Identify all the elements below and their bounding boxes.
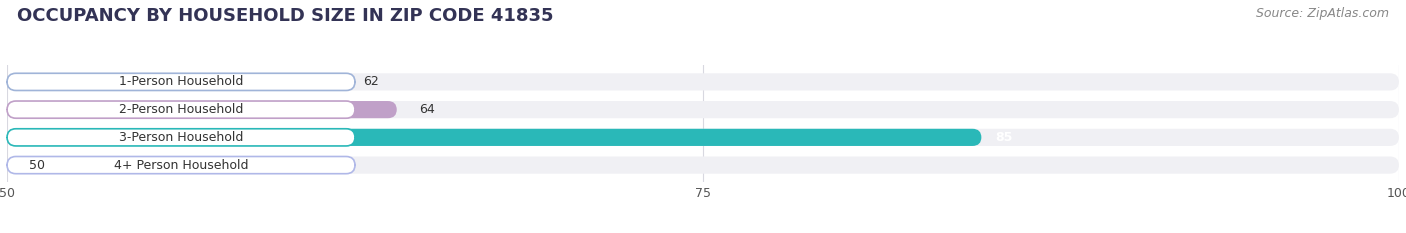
Text: 50: 50 (30, 159, 45, 171)
FancyBboxPatch shape (7, 101, 396, 118)
FancyBboxPatch shape (7, 101, 1399, 118)
FancyBboxPatch shape (7, 129, 356, 146)
FancyBboxPatch shape (7, 73, 1399, 90)
Text: 3-Person Household: 3-Person Household (120, 131, 243, 144)
Text: 62: 62 (363, 75, 380, 88)
Text: OCCUPANCY BY HOUSEHOLD SIZE IN ZIP CODE 41835: OCCUPANCY BY HOUSEHOLD SIZE IN ZIP CODE … (17, 7, 554, 25)
FancyBboxPatch shape (7, 129, 1399, 146)
FancyBboxPatch shape (7, 73, 356, 90)
FancyBboxPatch shape (7, 157, 356, 174)
Text: 1-Person Household: 1-Person Household (120, 75, 243, 88)
FancyBboxPatch shape (7, 157, 1399, 174)
FancyBboxPatch shape (7, 129, 981, 146)
Text: 85: 85 (995, 131, 1012, 144)
Text: Source: ZipAtlas.com: Source: ZipAtlas.com (1256, 7, 1389, 20)
FancyBboxPatch shape (7, 73, 342, 90)
FancyBboxPatch shape (7, 101, 356, 118)
Text: 4+ Person Household: 4+ Person Household (114, 159, 249, 171)
Text: 64: 64 (419, 103, 434, 116)
Text: 2-Person Household: 2-Person Household (120, 103, 243, 116)
